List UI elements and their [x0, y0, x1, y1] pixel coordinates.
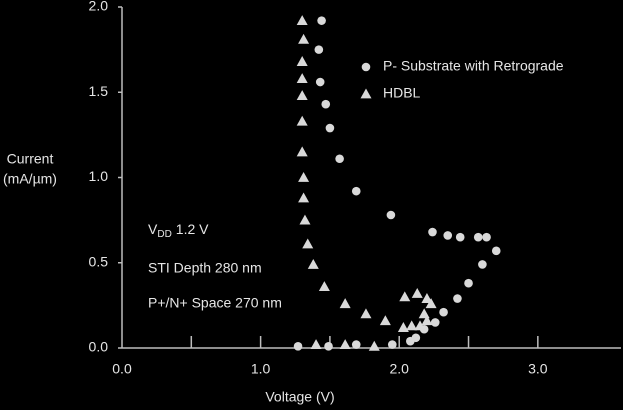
marker	[296, 15, 308, 26]
annotation: VDD 1.2 V	[148, 221, 209, 240]
marker	[351, 186, 361, 196]
marker	[418, 308, 430, 319]
marker	[473, 232, 483, 242]
x-tick-label: 3.0	[528, 361, 548, 377]
marker	[414, 320, 426, 331]
marker	[397, 322, 409, 332]
marker	[453, 294, 462, 303]
marker	[310, 339, 322, 349]
x-tick-label: 2.0	[389, 361, 409, 377]
marker	[351, 340, 361, 349]
marker	[406, 320, 418, 331]
marker	[325, 123, 335, 133]
annotation: STI Depth 280 nm	[148, 260, 262, 276]
marker	[387, 340, 397, 349]
marker	[406, 336, 415, 346]
marker	[399, 291, 411, 302]
marker	[321, 99, 331, 109]
legend-label: P- Substrate with Retrograde	[383, 58, 564, 74]
marker	[298, 192, 310, 203]
y-tick-label: 1.5	[89, 83, 109, 99]
marker	[379, 315, 391, 326]
marker	[335, 154, 344, 164]
marker	[428, 227, 437, 237]
marker	[314, 45, 324, 54]
marker	[307, 258, 319, 269]
marker	[443, 231, 453, 240]
marker	[299, 214, 311, 225]
marker	[296, 90, 308, 101]
x-tick-label: 0.0	[112, 361, 132, 377]
y-axis-label: Current	[7, 151, 54, 167]
marker	[298, 172, 310, 182]
marker	[302, 238, 314, 249]
marker	[360, 308, 372, 319]
marker	[421, 315, 433, 326]
marker	[425, 298, 437, 309]
legend-label: HDBL	[383, 85, 421, 101]
marker	[298, 33, 310, 44]
marker	[368, 340, 380, 351]
x-axis-label: Voltage (V)	[265, 389, 334, 405]
marker	[478, 260, 487, 269]
y-tick-label: 0.0	[89, 339, 109, 355]
marker	[339, 298, 351, 309]
marker	[439, 307, 448, 317]
marker	[455, 232, 465, 242]
marker	[315, 77, 325, 87]
marker	[491, 246, 501, 256]
marker	[318, 281, 330, 292]
marker	[324, 341, 333, 351]
marker	[421, 293, 433, 303]
marker	[296, 146, 308, 157]
y-axis-label: (mA/µm)	[3, 171, 57, 187]
y-tick-label: 0.5	[89, 253, 109, 269]
marker	[293, 341, 303, 351]
marker	[296, 115, 308, 126]
marker	[430, 318, 440, 327]
legend-marker	[361, 62, 371, 72]
y-tick-label: 2.0	[89, 0, 109, 14]
marker	[386, 210, 396, 220]
marker	[317, 16, 326, 25]
y-tick-label: 1.0	[89, 168, 109, 184]
marker	[464, 278, 473, 288]
annotation: P+/N+ Space 270 nm	[148, 295, 282, 311]
x-tick-label: 1.0	[251, 361, 271, 377]
marker	[296, 56, 308, 66]
marker	[339, 339, 351, 349]
marker	[296, 73, 308, 84]
marker	[411, 287, 423, 298]
marker	[482, 232, 491, 242]
legend-marker	[360, 88, 372, 99]
